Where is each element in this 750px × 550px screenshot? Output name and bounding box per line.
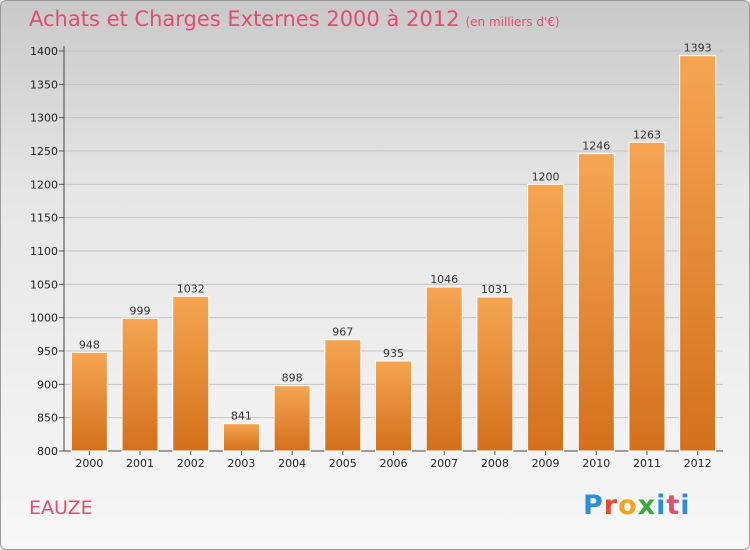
y-tick-label: 1250 xyxy=(30,145,58,158)
logo-letter: r xyxy=(603,490,619,521)
logo-letter: P xyxy=(583,490,604,521)
bar xyxy=(577,153,615,452)
bar-value-label: 948 xyxy=(79,338,100,351)
bar-value-label: 967 xyxy=(332,326,353,339)
logo-letter: o xyxy=(618,490,638,521)
bar xyxy=(121,317,159,452)
x-tick-label: 2009 xyxy=(532,457,560,470)
x-tick-label: 2008 xyxy=(481,457,509,470)
bar xyxy=(172,295,210,452)
y-tick-label: 950 xyxy=(37,345,58,358)
bar-value-label: 1032 xyxy=(177,282,205,295)
y-tick-label: 1100 xyxy=(30,245,58,258)
y-tick-label: 1300 xyxy=(30,112,58,125)
x-tick-label: 2011 xyxy=(633,457,661,470)
y-tick-label: 1050 xyxy=(30,278,58,291)
y-tick-label: 850 xyxy=(37,412,58,425)
y-tick-label: 1000 xyxy=(30,312,58,325)
logo-letter: i xyxy=(680,490,691,521)
bar-value-label: 1246 xyxy=(582,140,610,153)
y-tick-label: 1350 xyxy=(30,78,58,91)
bar xyxy=(527,183,565,452)
bar-value-label: 1200 xyxy=(532,170,560,183)
x-tick-label: 2001 xyxy=(126,457,154,470)
bar-value-label: 1393 xyxy=(684,42,712,55)
x-tick-label: 2000 xyxy=(75,457,103,470)
bar xyxy=(273,385,311,452)
bar-value-label: 898 xyxy=(282,372,303,385)
city-label: EAUZE xyxy=(29,497,93,519)
bar-value-label: 841 xyxy=(231,410,252,423)
x-tick-label: 2005 xyxy=(329,457,357,470)
x-tick-label: 2010 xyxy=(582,457,610,470)
y-tick-label: 1200 xyxy=(30,178,58,191)
logo-letter: x xyxy=(637,490,657,521)
x-tick-label: 2006 xyxy=(380,457,408,470)
x-tick-label: 2002 xyxy=(177,457,205,470)
logo-letter: t xyxy=(666,490,681,521)
bar xyxy=(679,55,717,452)
bar-value-label: 1046 xyxy=(430,273,458,286)
bar xyxy=(70,351,108,452)
x-tick-label: 2007 xyxy=(430,457,458,470)
bar xyxy=(425,286,463,452)
x-tick-label: 2003 xyxy=(227,457,255,470)
x-tick-label: 2004 xyxy=(278,457,306,470)
y-tick-label: 800 xyxy=(37,445,58,458)
chart-title-text: Achats et Charges Externes 2000 à 2012 xyxy=(29,7,460,31)
bar-value-label: 1263 xyxy=(633,128,661,141)
x-tick-label: 2012 xyxy=(684,457,712,470)
proxiti-logo: Proxiti xyxy=(583,490,691,521)
y-tick-label: 1400 xyxy=(30,45,58,58)
y-tick-label: 1150 xyxy=(30,212,58,225)
bar-value-label: 1031 xyxy=(481,283,509,296)
bar-value-label: 999 xyxy=(130,304,151,317)
bar xyxy=(375,360,412,452)
chart-title: Achats et Charges Externes 2000 à 2012 (e… xyxy=(29,7,560,31)
logo-letter: i xyxy=(656,490,667,521)
bar xyxy=(324,339,362,452)
y-tick-label: 900 xyxy=(37,378,58,391)
bar xyxy=(476,296,514,452)
bar xyxy=(222,423,260,452)
bar-value-label: 935 xyxy=(383,347,404,360)
unit-note: (en milliers d'€) xyxy=(465,15,560,29)
bar xyxy=(628,141,666,452)
